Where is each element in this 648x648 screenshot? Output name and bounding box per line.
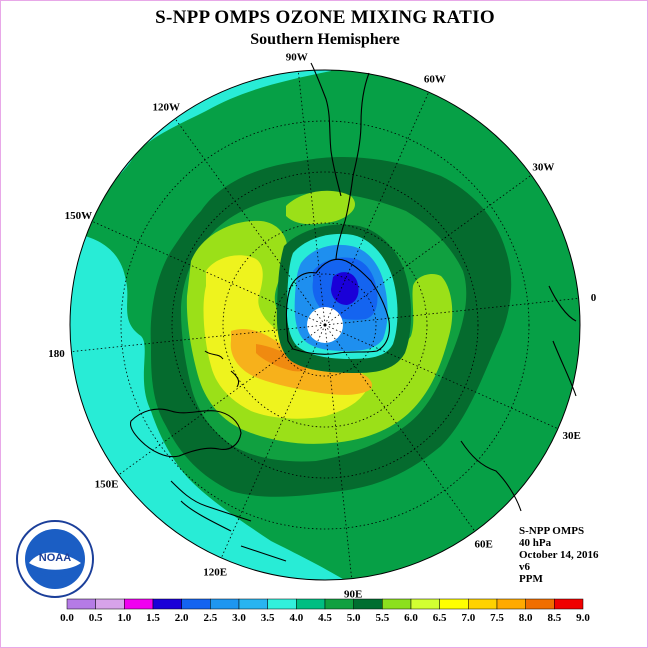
map-boundary xyxy=(69,69,581,581)
meridian-line xyxy=(91,220,326,326)
south-africa-coastline xyxy=(460,440,522,512)
meridian-line xyxy=(220,324,326,559)
longitude-label: 150E xyxy=(95,479,119,491)
meridian-line xyxy=(324,297,579,326)
info-level: 40 hPa xyxy=(519,537,552,549)
yellow-green-small-upper xyxy=(286,190,356,225)
longitude-label: 150W xyxy=(65,210,93,222)
meridian-line xyxy=(71,324,326,353)
longitude-label: 30W xyxy=(532,161,554,173)
info-version: v6 xyxy=(519,561,530,573)
longitude-label: 30E xyxy=(562,430,580,442)
longitude-label: 60E xyxy=(475,538,493,550)
antarctic-peninsula-coastline xyxy=(335,175,354,260)
noaa-logo: NOAA xyxy=(16,520,94,598)
meridian-line xyxy=(324,174,532,326)
longitude-label: 120E xyxy=(203,567,227,579)
info-units: PPM xyxy=(519,573,543,585)
meridian-line xyxy=(297,71,326,326)
info-date: October 14, 2016 xyxy=(519,549,599,561)
longitude-label: 0 xyxy=(591,292,597,304)
noaa-logo-text: NOAA xyxy=(39,552,71,564)
meridian-line xyxy=(324,324,559,430)
dark-orange-core xyxy=(256,344,307,372)
product-info: S-NPP OMPS 40 hPa October 14, 2016 v6 PP… xyxy=(519,525,599,585)
africa-coastline xyxy=(548,285,577,397)
longitude-label: 90E xyxy=(344,589,362,601)
indonesia-coastline xyxy=(170,480,287,562)
australia-coastline xyxy=(129,408,242,458)
latitude-circles xyxy=(120,120,530,530)
longitude-label: 90W xyxy=(286,51,308,63)
longitude-label: 120W xyxy=(153,102,181,114)
antarctica-coastline xyxy=(285,258,390,355)
noaa-bird-shape xyxy=(29,552,81,570)
new-zealand-coastline xyxy=(204,350,240,388)
map-subtitle: Southern Hemisphere xyxy=(250,31,400,48)
ozone-hole-deep-blue xyxy=(331,272,359,305)
meridian-line xyxy=(174,118,326,326)
meridian-line xyxy=(324,324,476,532)
longitude-labels: 90W 60W 30W 0 30E 60E 90E 120E 150E 180 150W 120W xyxy=(48,51,597,600)
longitude-label: 180 xyxy=(48,348,65,360)
coastlines xyxy=(129,62,577,562)
longitude-label: 60W xyxy=(424,73,446,85)
south-america-coastline xyxy=(310,62,370,197)
ozone-field xyxy=(70,70,580,580)
info-product: S-NPP OMPS xyxy=(519,525,585,537)
meridian-line xyxy=(324,91,430,326)
map-title: S-NPP OMPS OZONE MIXING RATIO xyxy=(155,7,495,28)
meridian-line xyxy=(324,324,353,579)
